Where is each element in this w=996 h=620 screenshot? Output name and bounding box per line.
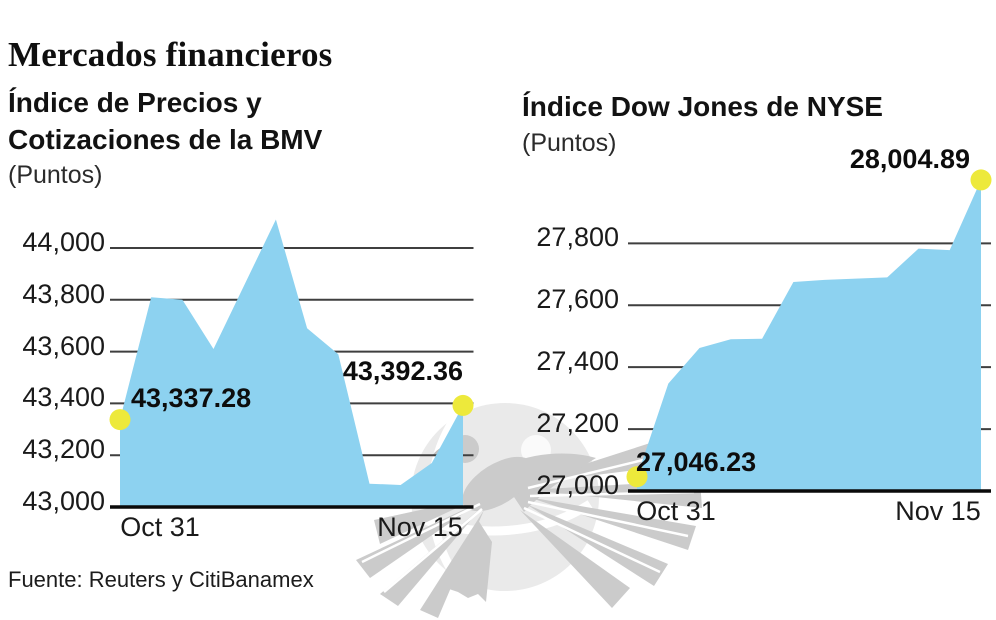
dow-start-value-label: 27,046.23: [636, 447, 757, 477]
y-axis-tick-label: 27,000: [536, 470, 619, 500]
end-point-marker: [452, 394, 474, 416]
x-axis-tick-label: Nov 15: [377, 512, 463, 542]
y-axis-tick-label: 27,200: [536, 408, 619, 439]
dow-chart-units: (Puntos): [522, 129, 617, 157]
series-area: [120, 219, 463, 507]
x-axis-tick-label: Nov 15: [895, 496, 981, 526]
y-axis-tick-label: 44,000: [22, 227, 105, 257]
y-axis-tick-label: 27,400: [536, 346, 619, 377]
series-area: [637, 179, 981, 491]
x-axis-tick-label: Oct 31: [120, 512, 200, 542]
y-axis-tick-label: 43,800: [22, 278, 105, 309]
x-axis-tick-label: Oct 31: [636, 496, 716, 526]
y-axis-tick-label: 27,800: [536, 222, 619, 253]
start-point-marker: [109, 409, 131, 431]
y-axis-tick-label: 43,400: [22, 382, 105, 413]
y-axis-tick-label: 43,200: [22, 434, 105, 465]
y-axis-tick-label: 27,600: [536, 284, 619, 315]
dow-end-value-label: 28,004.89: [849, 144, 970, 174]
dow-chart-title: Índice Dow Jones de NYSE: [522, 91, 883, 122]
source-attribution: Fuente: Reuters y CitiBanamex: [8, 567, 314, 592]
bmv-start-value-label: 43,337.28: [131, 383, 252, 413]
start-point-marker: [626, 466, 648, 488]
dow-area-chart: [626, 169, 992, 493]
bmv-end-value-label: 43,392.36: [342, 356, 463, 386]
bmv-chart-title: Índice de Precios y Cotizaciones de la B…: [8, 87, 323, 155]
y-axis-tick-label: 43,600: [22, 330, 105, 361]
y-axis-tick-label: 43,000: [22, 486, 105, 516]
bmv-chart-units: (Puntos): [8, 161, 103, 189]
page-title: Mercados financieros: [8, 35, 333, 75]
bmv-area-chart: [109, 219, 474, 509]
end-point-marker: [970, 169, 992, 191]
